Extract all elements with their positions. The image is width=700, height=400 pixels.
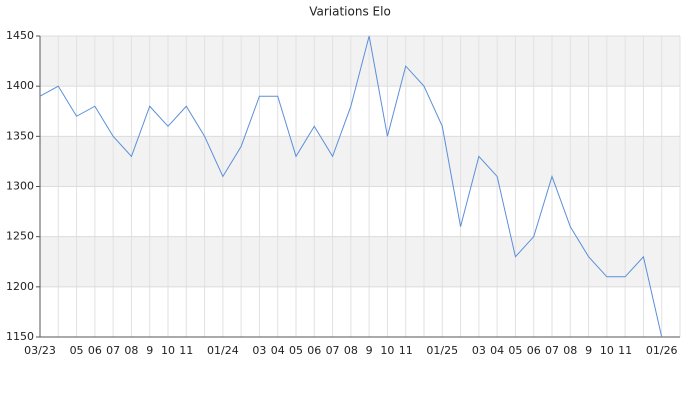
x-tick-label: 11 <box>179 344 193 357</box>
x-tick-label: 04 <box>490 344 504 357</box>
x-tick-label: 05 <box>508 344 522 357</box>
y-tick-label: 1250 <box>6 230 34 243</box>
grid-band <box>40 236 680 287</box>
data-line <box>39 35 663 338</box>
y-tick-label: 1450 <box>6 29 34 42</box>
x-tick-label: 10 <box>600 344 614 357</box>
grid-band <box>40 136 680 187</box>
x-tick-label: 01/25 <box>426 344 458 357</box>
y-tick-label: 1350 <box>6 129 34 142</box>
x-tick-label: 08 <box>124 344 138 357</box>
grid-band <box>40 36 680 87</box>
x-tick-label: 01/24 <box>207 344 239 357</box>
x-tick-label: 01/26 <box>646 344 678 357</box>
x-tick-label: 06 <box>307 344 321 357</box>
y-tick-label: 1200 <box>6 280 34 293</box>
x-tick-label: 03 <box>252 344 266 357</box>
y-tick-label: 1150 <box>6 330 34 343</box>
x-tick-label: 07 <box>106 344 120 357</box>
y-tick-label: 1300 <box>6 180 34 193</box>
x-tick-label: 06 <box>88 344 102 357</box>
x-tick-label: 11 <box>399 344 413 357</box>
x-tick-label: 9 <box>366 344 373 357</box>
x-tick-label: 03 <box>472 344 486 357</box>
y-tick-label: 1400 <box>6 79 34 92</box>
x-tick-label: 05 <box>289 344 303 357</box>
chart-title: Variations Elo <box>309 5 391 19</box>
x-tick-label: 04 <box>271 344 285 357</box>
x-tick-label: 06 <box>527 344 541 357</box>
x-tick-label: 08 <box>344 344 358 357</box>
x-tick-label: 10 <box>161 344 175 357</box>
x-tick-label: 08 <box>563 344 577 357</box>
x-tick-label: 05 <box>70 344 84 357</box>
x-tick-label: 10 <box>380 344 394 357</box>
x-tick-label: 03/23 <box>24 344 56 357</box>
x-tick-label: 11 <box>618 344 632 357</box>
x-tick-label: 07 <box>326 344 340 357</box>
x-tick-label: 9 <box>585 344 592 357</box>
x-tick-label: 9 <box>146 344 153 357</box>
x-tick-label: 07 <box>545 344 559 357</box>
